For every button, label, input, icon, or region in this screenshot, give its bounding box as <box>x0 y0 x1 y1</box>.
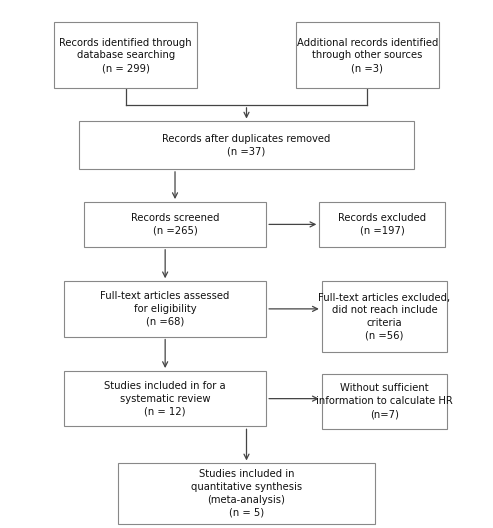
FancyBboxPatch shape <box>322 374 448 429</box>
Text: Additional records identified
through other sources
(n =3): Additional records identified through ot… <box>297 37 438 73</box>
Text: Records after duplicates removed
(n =37): Records after duplicates removed (n =37) <box>162 134 331 157</box>
FancyBboxPatch shape <box>79 121 414 169</box>
Text: Full-text articles assessed
for eligibility
(n =68): Full-text articles assessed for eligibil… <box>101 291 230 327</box>
FancyBboxPatch shape <box>64 281 266 337</box>
FancyBboxPatch shape <box>54 22 197 88</box>
Text: Studies included in for a
systematic review
(n = 12): Studies included in for a systematic rev… <box>105 381 226 417</box>
FancyBboxPatch shape <box>64 371 266 427</box>
FancyBboxPatch shape <box>296 22 439 88</box>
FancyBboxPatch shape <box>118 464 375 524</box>
FancyBboxPatch shape <box>322 281 448 353</box>
Text: Records excluded
(n =197): Records excluded (n =197) <box>338 213 426 236</box>
Text: Studies included in
quantitative synthesis
(meta-analysis)
(n = 5): Studies included in quantitative synthes… <box>191 469 302 518</box>
Text: Records identified through
database searching
(n = 299): Records identified through database sear… <box>59 37 192 73</box>
FancyBboxPatch shape <box>84 202 266 247</box>
Text: Without sufficient
information to calculate HR
(n=7): Without sufficient information to calcul… <box>316 383 453 419</box>
FancyBboxPatch shape <box>319 202 445 247</box>
Text: Records screened
(n =265): Records screened (n =265) <box>131 213 219 236</box>
Text: Full-text articles excluded,
did not reach include
criteria
(n =56): Full-text articles excluded, did not rea… <box>318 293 451 341</box>
